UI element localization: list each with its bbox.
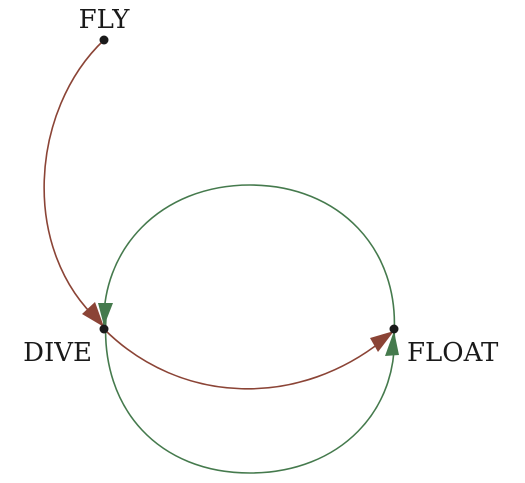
edge-dive-to-float-green — [103, 184, 396, 336]
node-dive-dot — [99, 324, 109, 334]
edge-dive-to-float-brown — [103, 328, 389, 390]
arrowhead-fly-to-dive — [82, 302, 104, 327]
edge-float-to-dive-green — [104, 317, 396, 474]
node-dive-label: DIVE — [23, 338, 92, 368]
arrowhead-dive-to-float-green — [385, 331, 399, 356]
node-float-dot — [389, 324, 399, 334]
arrowhead-dive-to-float-brown — [370, 331, 394, 352]
node-fly-label: FLY — [79, 5, 131, 35]
edge-fly-to-dive — [43, 39, 105, 323]
arrowhead-float-to-dive-green — [98, 303, 113, 326]
node-fly-dot — [99, 35, 109, 45]
node-float-label: FLOAT — [407, 338, 499, 368]
